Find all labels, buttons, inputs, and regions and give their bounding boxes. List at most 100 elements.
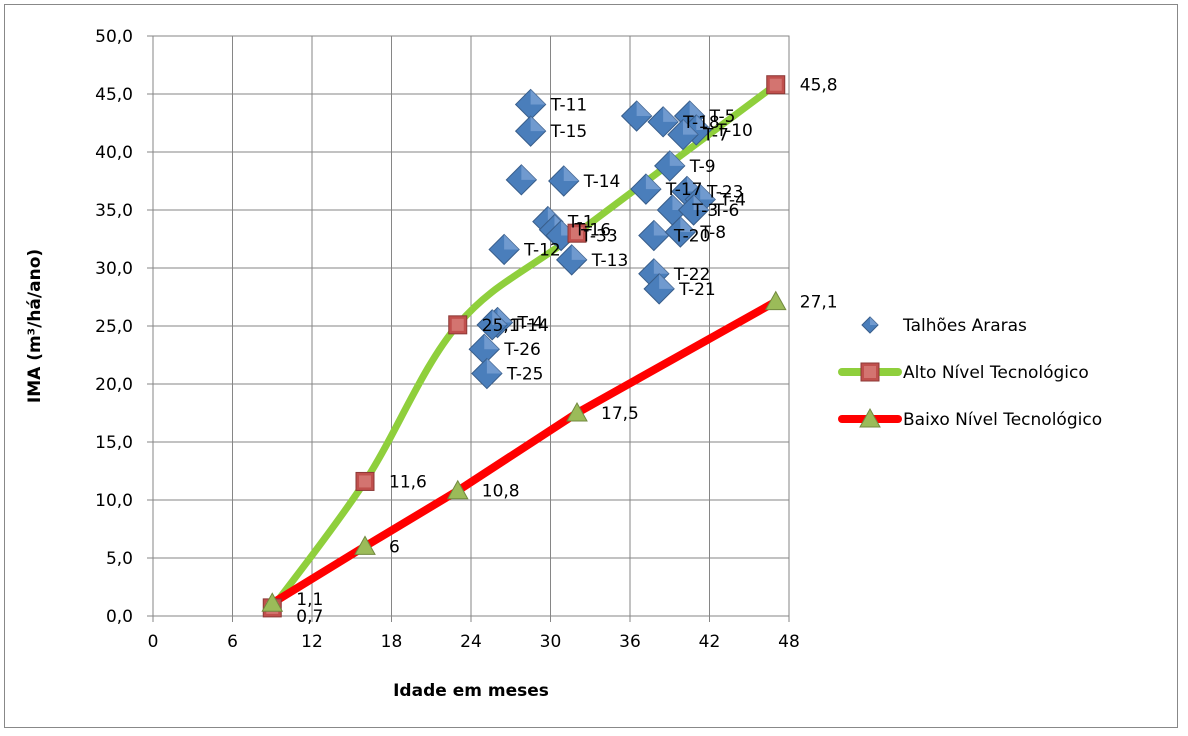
triangle-shape [566,401,588,422]
x-axis-title: Idade em meses [393,681,549,701]
legend-diamond-marker [861,316,879,334]
diamond-highlight [492,309,508,325]
data-label: 1,1 [296,590,323,610]
diamond-highlight [486,358,502,374]
point-label: T-18 [682,113,720,133]
diamond-highlight [663,106,679,122]
triangle-shape [354,535,376,555]
point-label: T-26 [503,340,541,360]
legend-item: Talhões Araras [861,316,1027,336]
y-tick-label: 50,0 [95,27,133,47]
point-label: T-16 [573,221,611,241]
diamond-marker [555,244,588,276]
diamond-highlight [521,164,537,180]
x-tick-label: 6 [227,632,238,652]
point-label: T-12 [523,240,561,260]
y-tick-label: 25,0 [95,317,133,337]
square-highlight [864,366,876,378]
diamond-marker [667,118,699,151]
y-axis-ticks: 0,0 5,0 10,0 15,0 20,0 25,0 30,0 35,0 40,0 45,0 50… [95,27,153,627]
point-label: T-22 [673,265,711,285]
diamond-highlight [870,317,878,325]
point-label: T-23 [706,182,744,202]
square-marker [448,315,468,335]
diamond-marker [677,194,710,226]
diamond-highlight [504,234,520,250]
legend-label: Talhões Araras [902,316,1027,336]
data-label: 11,6 [389,472,427,492]
diamond-marker [638,219,670,252]
diamond-marker [620,100,653,132]
x-tick-label: 36 [619,632,641,652]
diamond-highlight [696,114,712,130]
x-tick-label: 24 [460,632,482,652]
y-tick-label: 10,0 [95,491,133,511]
square-marker [766,75,786,95]
triangle-marker [566,401,588,422]
legend-label: Alto Nível Tecnológico [903,363,1089,383]
x-tick-label: 12 [301,632,323,652]
diamond-highlight [645,174,661,190]
diamond-marker [476,309,508,341]
legend-triangle-marker [859,407,881,428]
diamond-highlight [669,150,685,166]
diamond-marker [654,150,686,182]
data-label: 6 [389,537,400,557]
point-label: T-20 [673,227,711,247]
point-label: T-3 [691,201,718,221]
y-tick-label: 45,0 [95,85,133,105]
diamond-highlight [530,89,546,105]
y-tick-label: 0,0 [106,607,133,627]
legend-item: Baixo Nível Tecnológico [838,407,1102,430]
x-tick-label: 42 [699,632,721,652]
point-label: T-33 [580,227,618,247]
point-label: T-5 [709,107,736,127]
data-labels: T-11T-15 T-18T-5T-10T-7T-9T-14 T-17 T-23T-4… [296,76,837,627]
chart-frame [4,4,1178,728]
y-tick-label: 40,0 [95,143,133,163]
triangle-marker [764,290,787,311]
y-tick-label: 20,0 [95,375,133,395]
point-label: T-15 [550,122,588,142]
diamond-marker [514,88,547,121]
diamond-marker [664,216,697,248]
y-tick-label: 35,0 [95,201,133,221]
diamond-highlight [636,101,652,117]
series-markers [261,75,787,618]
legend-square-marker [860,362,880,382]
legend-item: Alto Nível Tecnológico [838,362,1089,383]
square-highlight [451,318,464,331]
data-label: 27,1 [800,293,838,313]
diamond-highlight [680,217,696,233]
diamond-marker [471,357,503,390]
diamond-highlight [659,273,675,289]
y-tick-label: 15,0 [95,433,133,453]
point-label: T-21 [678,280,716,300]
square-highlight [769,78,782,91]
diamond-highlight [484,334,500,350]
triangle-shape [261,592,284,612]
point-label: T-17 [665,180,703,200]
diamond-highlight [563,166,579,181]
diamond-marker [647,106,679,138]
square-marker [567,223,587,243]
diamond-highlight [700,184,716,200]
x-tick-label: 48 [778,632,800,652]
diamond-marker [488,233,520,266]
diamond-marker [468,333,500,365]
triangle-shape [446,479,469,500]
data-label: 0,7 [296,607,323,627]
diamond-marker [548,165,580,197]
point-label: T-1 [567,213,594,233]
data-label: 25,1 [482,316,520,336]
square-marker [355,471,375,491]
point-label: T-10 [715,121,753,141]
diamond-highlight [571,244,587,260]
triangle-marker [261,592,284,612]
point-label: T-4 [517,314,544,334]
triangle-marker [354,535,376,555]
diamond-highlight [653,258,669,274]
data-label: 45,8 [800,76,838,96]
point-label: T-6 [713,201,740,221]
